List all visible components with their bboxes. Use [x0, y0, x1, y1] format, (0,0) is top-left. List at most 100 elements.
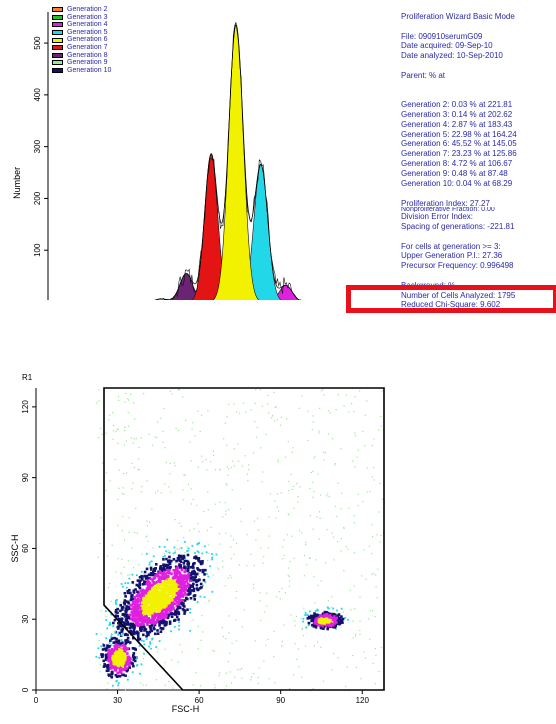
event-dot — [98, 389, 100, 391]
event-dot — [147, 609, 151, 613]
event-dot — [305, 625, 307, 628]
event-dot — [199, 572, 201, 574]
legend-item: Generation 3 — [52, 14, 124, 22]
event-dot — [180, 568, 184, 572]
generation-line: Generation 8: 4.72 % at 106.67 — [401, 158, 513, 168]
event-dot — [132, 583, 134, 585]
event-dot — [146, 525, 149, 527]
event-dot — [187, 587, 191, 590]
event-dot — [152, 547, 154, 549]
event-dot — [168, 609, 172, 613]
event-dot — [260, 547, 262, 549]
event-dot — [321, 618, 324, 622]
event-dot — [254, 402, 256, 405]
event-dot — [189, 576, 193, 580]
event-dot — [149, 626, 152, 630]
event-dot — [226, 484, 228, 486]
event-dot — [165, 568, 168, 572]
event-dot — [254, 640, 256, 642]
event-dot — [333, 619, 336, 623]
event-dot — [288, 575, 290, 578]
event-dot — [131, 600, 135, 604]
event-dot — [178, 556, 181, 559]
event-dot — [121, 493, 123, 495]
event-dot — [371, 524, 373, 526]
event-dot — [106, 644, 109, 647]
event-dot — [231, 642, 233, 644]
event-dot — [148, 582, 152, 585]
event-dot — [168, 601, 171, 604]
event-dot — [134, 613, 137, 617]
event-dot — [179, 594, 183, 598]
event-dot — [139, 628, 142, 631]
event-dot — [130, 393, 132, 395]
event-dot — [158, 591, 162, 594]
event-dot — [325, 614, 329, 618]
event-dot — [332, 622, 336, 626]
event-dot — [129, 622, 132, 626]
event-dot — [228, 632, 230, 634]
event-dot — [276, 506, 278, 508]
event-dot — [173, 571, 177, 575]
event-dot — [113, 652, 117, 655]
event-dot — [166, 560, 170, 563]
event-dot — [148, 596, 151, 600]
event-dot — [197, 588, 200, 591]
event-dot — [354, 432, 356, 434]
event-dot — [340, 618, 344, 622]
event-dot — [369, 638, 371, 640]
event-dot — [319, 494, 322, 496]
legend-swatch — [52, 22, 63, 28]
event-dot — [326, 529, 328, 531]
event-dot — [134, 648, 138, 651]
event-dot — [154, 597, 157, 601]
event-dot — [155, 580, 159, 584]
event-dot — [162, 620, 166, 624]
event-dot — [169, 462, 171, 465]
event-dot — [145, 598, 149, 601]
event-dot — [130, 596, 133, 600]
event-dot — [147, 613, 151, 617]
event-dot — [118, 487, 120, 489]
event-dot — [155, 590, 158, 593]
event-dot — [171, 594, 175, 598]
event-dot — [164, 483, 166, 485]
legend-label: Generation 2 — [67, 6, 108, 13]
event-dot — [191, 584, 195, 588]
event-dot — [114, 663, 117, 667]
event-dot — [293, 507, 295, 509]
event-dot — [144, 628, 148, 631]
event-dot — [228, 403, 230, 406]
event-dot — [319, 517, 321, 519]
event-dot — [165, 564, 168, 568]
event-dot — [277, 459, 279, 461]
event-dot — [142, 600, 146, 603]
event-dot — [224, 585, 226, 587]
event-dot — [243, 609, 245, 611]
event-dot — [295, 615, 298, 618]
event-dot — [133, 603, 137, 606]
event-dot — [167, 613, 171, 617]
event-dot — [308, 624, 310, 626]
event-dot — [118, 649, 121, 653]
event-dot — [337, 394, 339, 396]
event-dot — [345, 685, 347, 688]
event-dot — [368, 618, 370, 620]
event-dot — [180, 547, 183, 549]
event-dot — [131, 626, 135, 629]
event-dot — [131, 581, 135, 584]
generation-line: Generation 5: 22.98 % at 164.24 — [401, 129, 517, 139]
event-dot — [378, 511, 380, 513]
event-dot — [140, 614, 143, 618]
event-dot — [287, 513, 289, 515]
event-dot — [123, 591, 127, 595]
event-dot — [362, 501, 364, 503]
event-dot — [361, 575, 363, 577]
event-dot — [135, 603, 139, 606]
event-dot — [145, 634, 148, 638]
event-dot — [173, 602, 177, 606]
event-dot — [126, 633, 129, 637]
event-dot — [164, 608, 168, 612]
event-dot — [159, 601, 163, 604]
event-dot — [126, 591, 130, 595]
